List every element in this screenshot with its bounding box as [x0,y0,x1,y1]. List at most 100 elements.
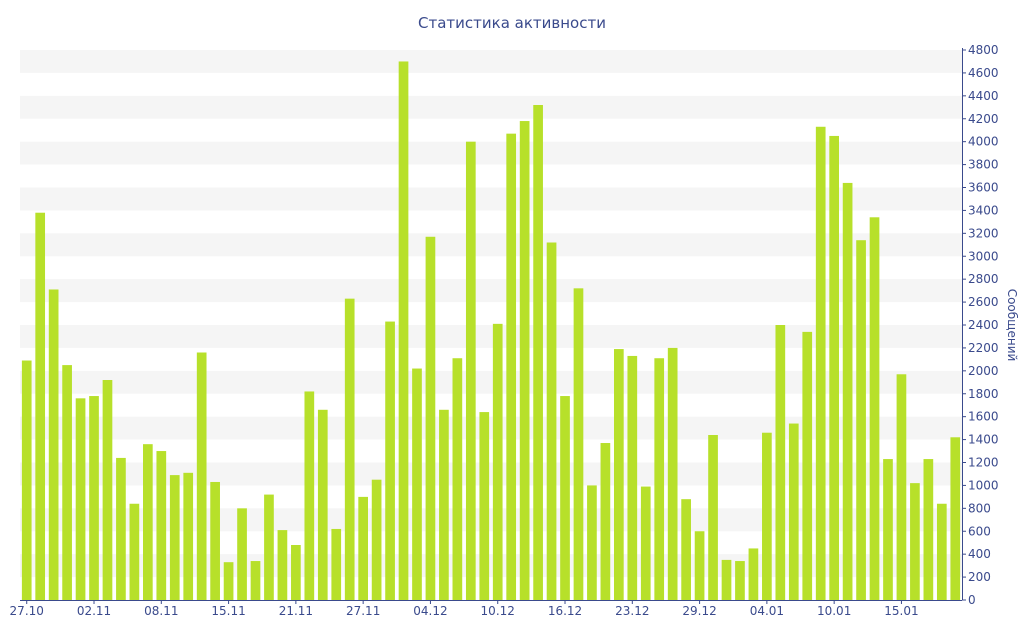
y-tick-label: 4000 [968,135,999,149]
x-tick-label: 15.01 [884,604,918,618]
bar [183,472,194,600]
bar [62,365,72,600]
y-tick-label: 0 [968,593,976,607]
bar [75,398,86,600]
bar [452,358,463,600]
bar [304,391,315,600]
y-tick-label: 3400 [968,203,999,217]
bar [627,355,638,600]
bar [156,451,167,600]
bar [35,212,46,600]
bar [788,423,799,600]
bar [721,559,732,600]
grid-band [20,416,962,440]
x-tick-label: 21.11 [279,604,313,618]
y-tick-label: 3200 [968,226,999,240]
bar [950,437,961,600]
bar [506,133,517,600]
x-tick-label: 23.12 [615,604,649,618]
bar [21,360,32,600]
x-tick-label: 10.01 [817,604,851,618]
x-tick-label: 16.12 [548,604,582,618]
bar [600,443,611,600]
y-tick-label: 1200 [968,456,999,470]
bar [48,289,59,600]
bar [694,531,705,600]
y-tick-label: 4800 [968,43,999,57]
x-tick-label: 10.12 [481,604,515,618]
bar [654,358,665,600]
x-tick-label: 29.12 [682,604,716,618]
y-tick-label: 1000 [968,478,999,492]
grid-band [20,50,962,73]
bar [385,321,395,600]
bar [210,481,220,600]
y-tick-label: 2000 [968,364,999,378]
bar [640,486,651,600]
y-tick-label: 3000 [968,249,999,263]
y-tick-label: 1600 [968,410,999,424]
bar [317,409,328,600]
y-tick-label: 200 [968,570,991,584]
y-tick-label: 3800 [968,158,999,172]
x-tick-label: 04.01 [750,604,784,618]
bar [936,503,947,600]
y-axis-title: Сообщений [1005,288,1019,362]
bar [815,126,826,601]
bar [614,349,624,600]
x-tick-label: 27.11 [346,604,380,618]
bar [533,105,543,600]
grid-band [20,187,962,211]
bar [492,323,503,600]
bar [196,352,207,600]
bar [829,135,839,600]
bar [439,409,449,600]
grid-band [20,95,962,119]
y-tick-label: 1800 [968,387,999,401]
y-tick-label: 800 [968,501,991,515]
bar [479,412,490,600]
bar [681,499,691,600]
grid-band [20,462,962,486]
grid-band [20,325,962,348]
grid-band [20,141,962,165]
bar [748,548,759,600]
bar [883,459,893,600]
x-tick-label: 04.12 [413,604,447,618]
bar [923,459,934,600]
y-tick-label: 2800 [968,272,999,286]
y-tick-label: 3600 [968,181,999,195]
grid-band [20,370,962,394]
bar [735,561,745,600]
bar [573,288,584,600]
bar [358,496,368,601]
bar [896,374,907,600]
x-tick-label: 15.11 [211,604,245,618]
y-tick-label: 2600 [968,295,999,309]
bar [129,503,140,600]
bar [277,530,288,600]
bar [237,508,247,600]
y-tick-label: 2400 [968,318,999,332]
bar [371,479,382,600]
bar [250,561,261,600]
bar [331,528,342,600]
y-tick-label: 600 [968,524,991,538]
bar [291,545,301,600]
bar [762,432,772,600]
bar [708,435,718,600]
bar [587,485,597,600]
bar [465,141,476,601]
y-tick-label: 4600 [968,66,999,80]
bar [412,368,422,600]
bar [667,347,678,600]
bar [398,61,409,600]
bar [842,182,853,601]
bar [143,444,153,600]
bar [264,494,274,600]
chart-title: Статистика активности [418,14,606,32]
x-tick-label: 08.11 [144,604,178,618]
bar [802,331,813,601]
bar [869,217,880,601]
